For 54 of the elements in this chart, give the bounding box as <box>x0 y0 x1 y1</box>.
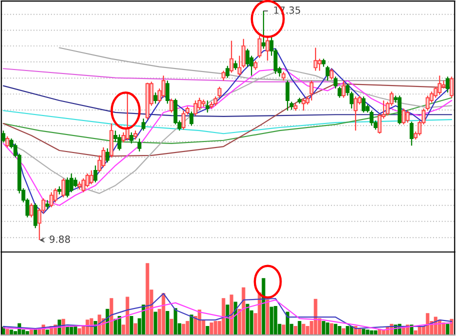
bar <box>338 326 342 335</box>
bar <box>118 316 122 335</box>
bar <box>126 296 130 335</box>
bar <box>282 324 286 335</box>
bar <box>186 321 190 335</box>
bar <box>114 318 118 335</box>
bar <box>326 322 330 335</box>
bar <box>294 326 298 335</box>
bar <box>78 328 82 335</box>
bar <box>206 326 210 335</box>
bar <box>170 318 174 335</box>
bar <box>274 306 278 335</box>
bar <box>334 324 338 335</box>
bar <box>342 328 346 335</box>
bar <box>174 308 178 335</box>
bar <box>330 323 334 335</box>
bar <box>346 326 350 335</box>
bar <box>46 330 50 335</box>
bar <box>134 323 138 335</box>
bar <box>302 324 306 335</box>
bar <box>286 312 290 335</box>
bar <box>70 326 74 335</box>
bar <box>426 313 430 335</box>
bar <box>190 314 194 335</box>
bar <box>222 298 226 335</box>
bar <box>366 330 370 335</box>
bar <box>230 294 234 335</box>
bar <box>246 304 250 335</box>
annotation: 9.88 <box>50 236 70 243</box>
bar <box>418 326 422 335</box>
bar <box>10 330 14 335</box>
bar <box>110 298 114 335</box>
bar <box>214 321 218 335</box>
bar <box>162 293 166 335</box>
bar <box>26 331 30 335</box>
bar <box>6 328 10 335</box>
bar <box>262 278 266 335</box>
bar <box>210 322 214 335</box>
bar <box>362 328 366 335</box>
bar <box>242 287 246 335</box>
bar <box>446 324 450 335</box>
bar <box>74 326 78 335</box>
bar <box>270 306 274 335</box>
bar <box>182 324 186 335</box>
bar <box>142 304 146 335</box>
bar <box>322 321 326 335</box>
bar <box>314 298 318 335</box>
bar <box>166 311 170 335</box>
bar <box>30 330 34 335</box>
bar <box>130 316 134 335</box>
bar <box>266 300 270 335</box>
bar <box>146 263 150 335</box>
bar <box>154 312 158 335</box>
bar <box>298 321 302 335</box>
